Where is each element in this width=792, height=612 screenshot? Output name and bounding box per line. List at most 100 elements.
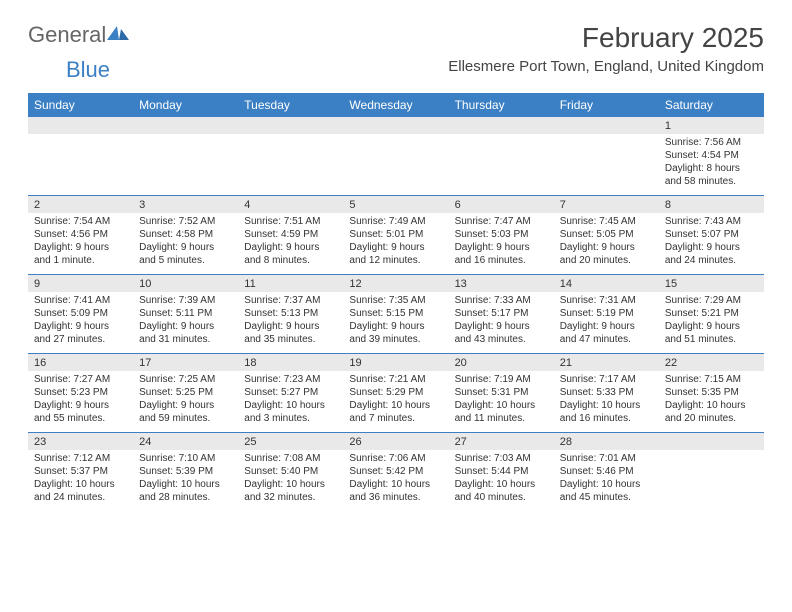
sunrise-text: Sunrise: 7:56 AM <box>665 136 758 149</box>
sunrise-text: Sunrise: 7:15 AM <box>665 373 758 386</box>
day-body: Sunrise: 7:19 AMSunset: 5:31 PMDaylight:… <box>449 371 554 429</box>
sunset-text: Sunset: 5:33 PM <box>560 386 653 399</box>
day-body: Sunrise: 7:31 AMSunset: 5:19 PMDaylight:… <box>554 292 659 350</box>
daylight-text: Daylight: 9 hours and 59 minutes. <box>139 399 232 425</box>
date-number: 21 <box>554 354 659 371</box>
day-cell <box>449 117 554 195</box>
day-cell: 11Sunrise: 7:37 AMSunset: 5:13 PMDayligh… <box>238 275 343 353</box>
day-header-tue: Tuesday <box>238 93 343 117</box>
day-header-fri: Friday <box>554 93 659 117</box>
week-row: 23Sunrise: 7:12 AMSunset: 5:37 PMDayligh… <box>28 432 764 511</box>
day-body: Sunrise: 7:08 AMSunset: 5:40 PMDaylight:… <box>238 450 343 508</box>
date-number: 17 <box>133 354 238 371</box>
sunset-text: Sunset: 4:54 PM <box>665 149 758 162</box>
day-cell <box>554 117 659 195</box>
day-body: Sunrise: 7:41 AMSunset: 5:09 PMDaylight:… <box>28 292 133 350</box>
day-cell: 3Sunrise: 7:52 AMSunset: 4:58 PMDaylight… <box>133 196 238 274</box>
sunrise-text: Sunrise: 7:17 AM <box>560 373 653 386</box>
day-header-sat: Saturday <box>659 93 764 117</box>
sunrise-text: Sunrise: 7:08 AM <box>244 452 337 465</box>
day-cell: 16Sunrise: 7:27 AMSunset: 5:23 PMDayligh… <box>28 354 133 432</box>
calendar-grid: Sunday Monday Tuesday Wednesday Thursday… <box>28 93 764 511</box>
daylight-text: Daylight: 10 hours and 32 minutes. <box>244 478 337 504</box>
sunrise-text: Sunrise: 7:35 AM <box>349 294 442 307</box>
sunrise-text: Sunrise: 7:45 AM <box>560 215 653 228</box>
date-number: 13 <box>449 275 554 292</box>
day-cell: 24Sunrise: 7:10 AMSunset: 5:39 PMDayligh… <box>133 433 238 511</box>
day-cell: 9Sunrise: 7:41 AMSunset: 5:09 PMDaylight… <box>28 275 133 353</box>
day-cell: 8Sunrise: 7:43 AMSunset: 5:07 PMDaylight… <box>659 196 764 274</box>
day-body <box>449 134 554 140</box>
sunset-text: Sunset: 5:13 PM <box>244 307 337 320</box>
sunrise-text: Sunrise: 7:39 AM <box>139 294 232 307</box>
sunrise-text: Sunrise: 7:01 AM <box>560 452 653 465</box>
daylight-text: Daylight: 9 hours and 47 minutes. <box>560 320 653 346</box>
date-number <box>238 117 343 134</box>
sunrise-text: Sunrise: 7:31 AM <box>560 294 653 307</box>
title-block: February 2025 Ellesmere Port Town, Engla… <box>448 22 764 75</box>
day-cell: 2Sunrise: 7:54 AMSunset: 4:56 PMDaylight… <box>28 196 133 274</box>
day-body: Sunrise: 7:35 AMSunset: 5:15 PMDaylight:… <box>343 292 448 350</box>
sunset-text: Sunset: 5:07 PM <box>665 228 758 241</box>
day-body: Sunrise: 7:37 AMSunset: 5:13 PMDaylight:… <box>238 292 343 350</box>
sunrise-text: Sunrise: 7:06 AM <box>349 452 442 465</box>
day-cell: 21Sunrise: 7:17 AMSunset: 5:33 PMDayligh… <box>554 354 659 432</box>
day-header-sun: Sunday <box>28 93 133 117</box>
triangle-icon <box>107 22 129 48</box>
day-body: Sunrise: 7:17 AMSunset: 5:33 PMDaylight:… <box>554 371 659 429</box>
sunrise-text: Sunrise: 7:19 AM <box>455 373 548 386</box>
date-number: 19 <box>343 354 448 371</box>
sunset-text: Sunset: 5:35 PM <box>665 386 758 399</box>
brand-part2: Blue <box>66 57 110 82</box>
sunset-text: Sunset: 5:01 PM <box>349 228 442 241</box>
sunrise-text: Sunrise: 7:10 AM <box>139 452 232 465</box>
sunset-text: Sunset: 4:56 PM <box>34 228 127 241</box>
day-cell: 17Sunrise: 7:25 AMSunset: 5:25 PMDayligh… <box>133 354 238 432</box>
day-cell: 25Sunrise: 7:08 AMSunset: 5:40 PMDayligh… <box>238 433 343 511</box>
daylight-text: Daylight: 10 hours and 45 minutes. <box>560 478 653 504</box>
day-cell: 14Sunrise: 7:31 AMSunset: 5:19 PMDayligh… <box>554 275 659 353</box>
day-body: Sunrise: 7:15 AMSunset: 5:35 PMDaylight:… <box>659 371 764 429</box>
brand-part1: General <box>28 22 106 48</box>
daylight-text: Daylight: 9 hours and 27 minutes. <box>34 320 127 346</box>
day-body: Sunrise: 7:54 AMSunset: 4:56 PMDaylight:… <box>28 213 133 271</box>
day-cell: 18Sunrise: 7:23 AMSunset: 5:27 PMDayligh… <box>238 354 343 432</box>
daylight-text: Daylight: 10 hours and 3 minutes. <box>244 399 337 425</box>
date-number: 27 <box>449 433 554 450</box>
daylight-text: Daylight: 10 hours and 7 minutes. <box>349 399 442 425</box>
daylight-text: Daylight: 9 hours and 20 minutes. <box>560 241 653 267</box>
date-number: 25 <box>238 433 343 450</box>
sunset-text: Sunset: 5:19 PM <box>560 307 653 320</box>
day-body: Sunrise: 7:29 AMSunset: 5:21 PMDaylight:… <box>659 292 764 350</box>
day-body: Sunrise: 7:25 AMSunset: 5:25 PMDaylight:… <box>133 371 238 429</box>
day-cell: 10Sunrise: 7:39 AMSunset: 5:11 PMDayligh… <box>133 275 238 353</box>
day-header-row: Sunday Monday Tuesday Wednesday Thursday… <box>28 93 764 117</box>
day-body: Sunrise: 7:01 AMSunset: 5:46 PMDaylight:… <box>554 450 659 508</box>
day-body <box>133 134 238 140</box>
date-number: 14 <box>554 275 659 292</box>
date-number: 24 <box>133 433 238 450</box>
day-body <box>343 134 448 140</box>
week-row: 16Sunrise: 7:27 AMSunset: 5:23 PMDayligh… <box>28 353 764 432</box>
daylight-text: Daylight: 9 hours and 43 minutes. <box>455 320 548 346</box>
day-cell: 15Sunrise: 7:29 AMSunset: 5:21 PMDayligh… <box>659 275 764 353</box>
day-cell: 6Sunrise: 7:47 AMSunset: 5:03 PMDaylight… <box>449 196 554 274</box>
sunrise-text: Sunrise: 7:47 AM <box>455 215 548 228</box>
day-cell: 19Sunrise: 7:21 AMSunset: 5:29 PMDayligh… <box>343 354 448 432</box>
day-cell <box>238 117 343 195</box>
daylight-text: Daylight: 10 hours and 28 minutes. <box>139 478 232 504</box>
day-cell <box>28 117 133 195</box>
sunset-text: Sunset: 4:58 PM <box>139 228 232 241</box>
date-number: 15 <box>659 275 764 292</box>
daylight-text: Daylight: 9 hours and 35 minutes. <box>244 320 337 346</box>
date-number <box>28 117 133 134</box>
date-number <box>449 117 554 134</box>
sunset-text: Sunset: 5:11 PM <box>139 307 232 320</box>
date-number: 20 <box>449 354 554 371</box>
sunset-text: Sunset: 5:15 PM <box>349 307 442 320</box>
sunrise-text: Sunrise: 7:29 AM <box>665 294 758 307</box>
day-body: Sunrise: 7:39 AMSunset: 5:11 PMDaylight:… <box>133 292 238 350</box>
day-cell: 27Sunrise: 7:03 AMSunset: 5:44 PMDayligh… <box>449 433 554 511</box>
day-body: Sunrise: 7:33 AMSunset: 5:17 PMDaylight:… <box>449 292 554 350</box>
sunset-text: Sunset: 5:37 PM <box>34 465 127 478</box>
